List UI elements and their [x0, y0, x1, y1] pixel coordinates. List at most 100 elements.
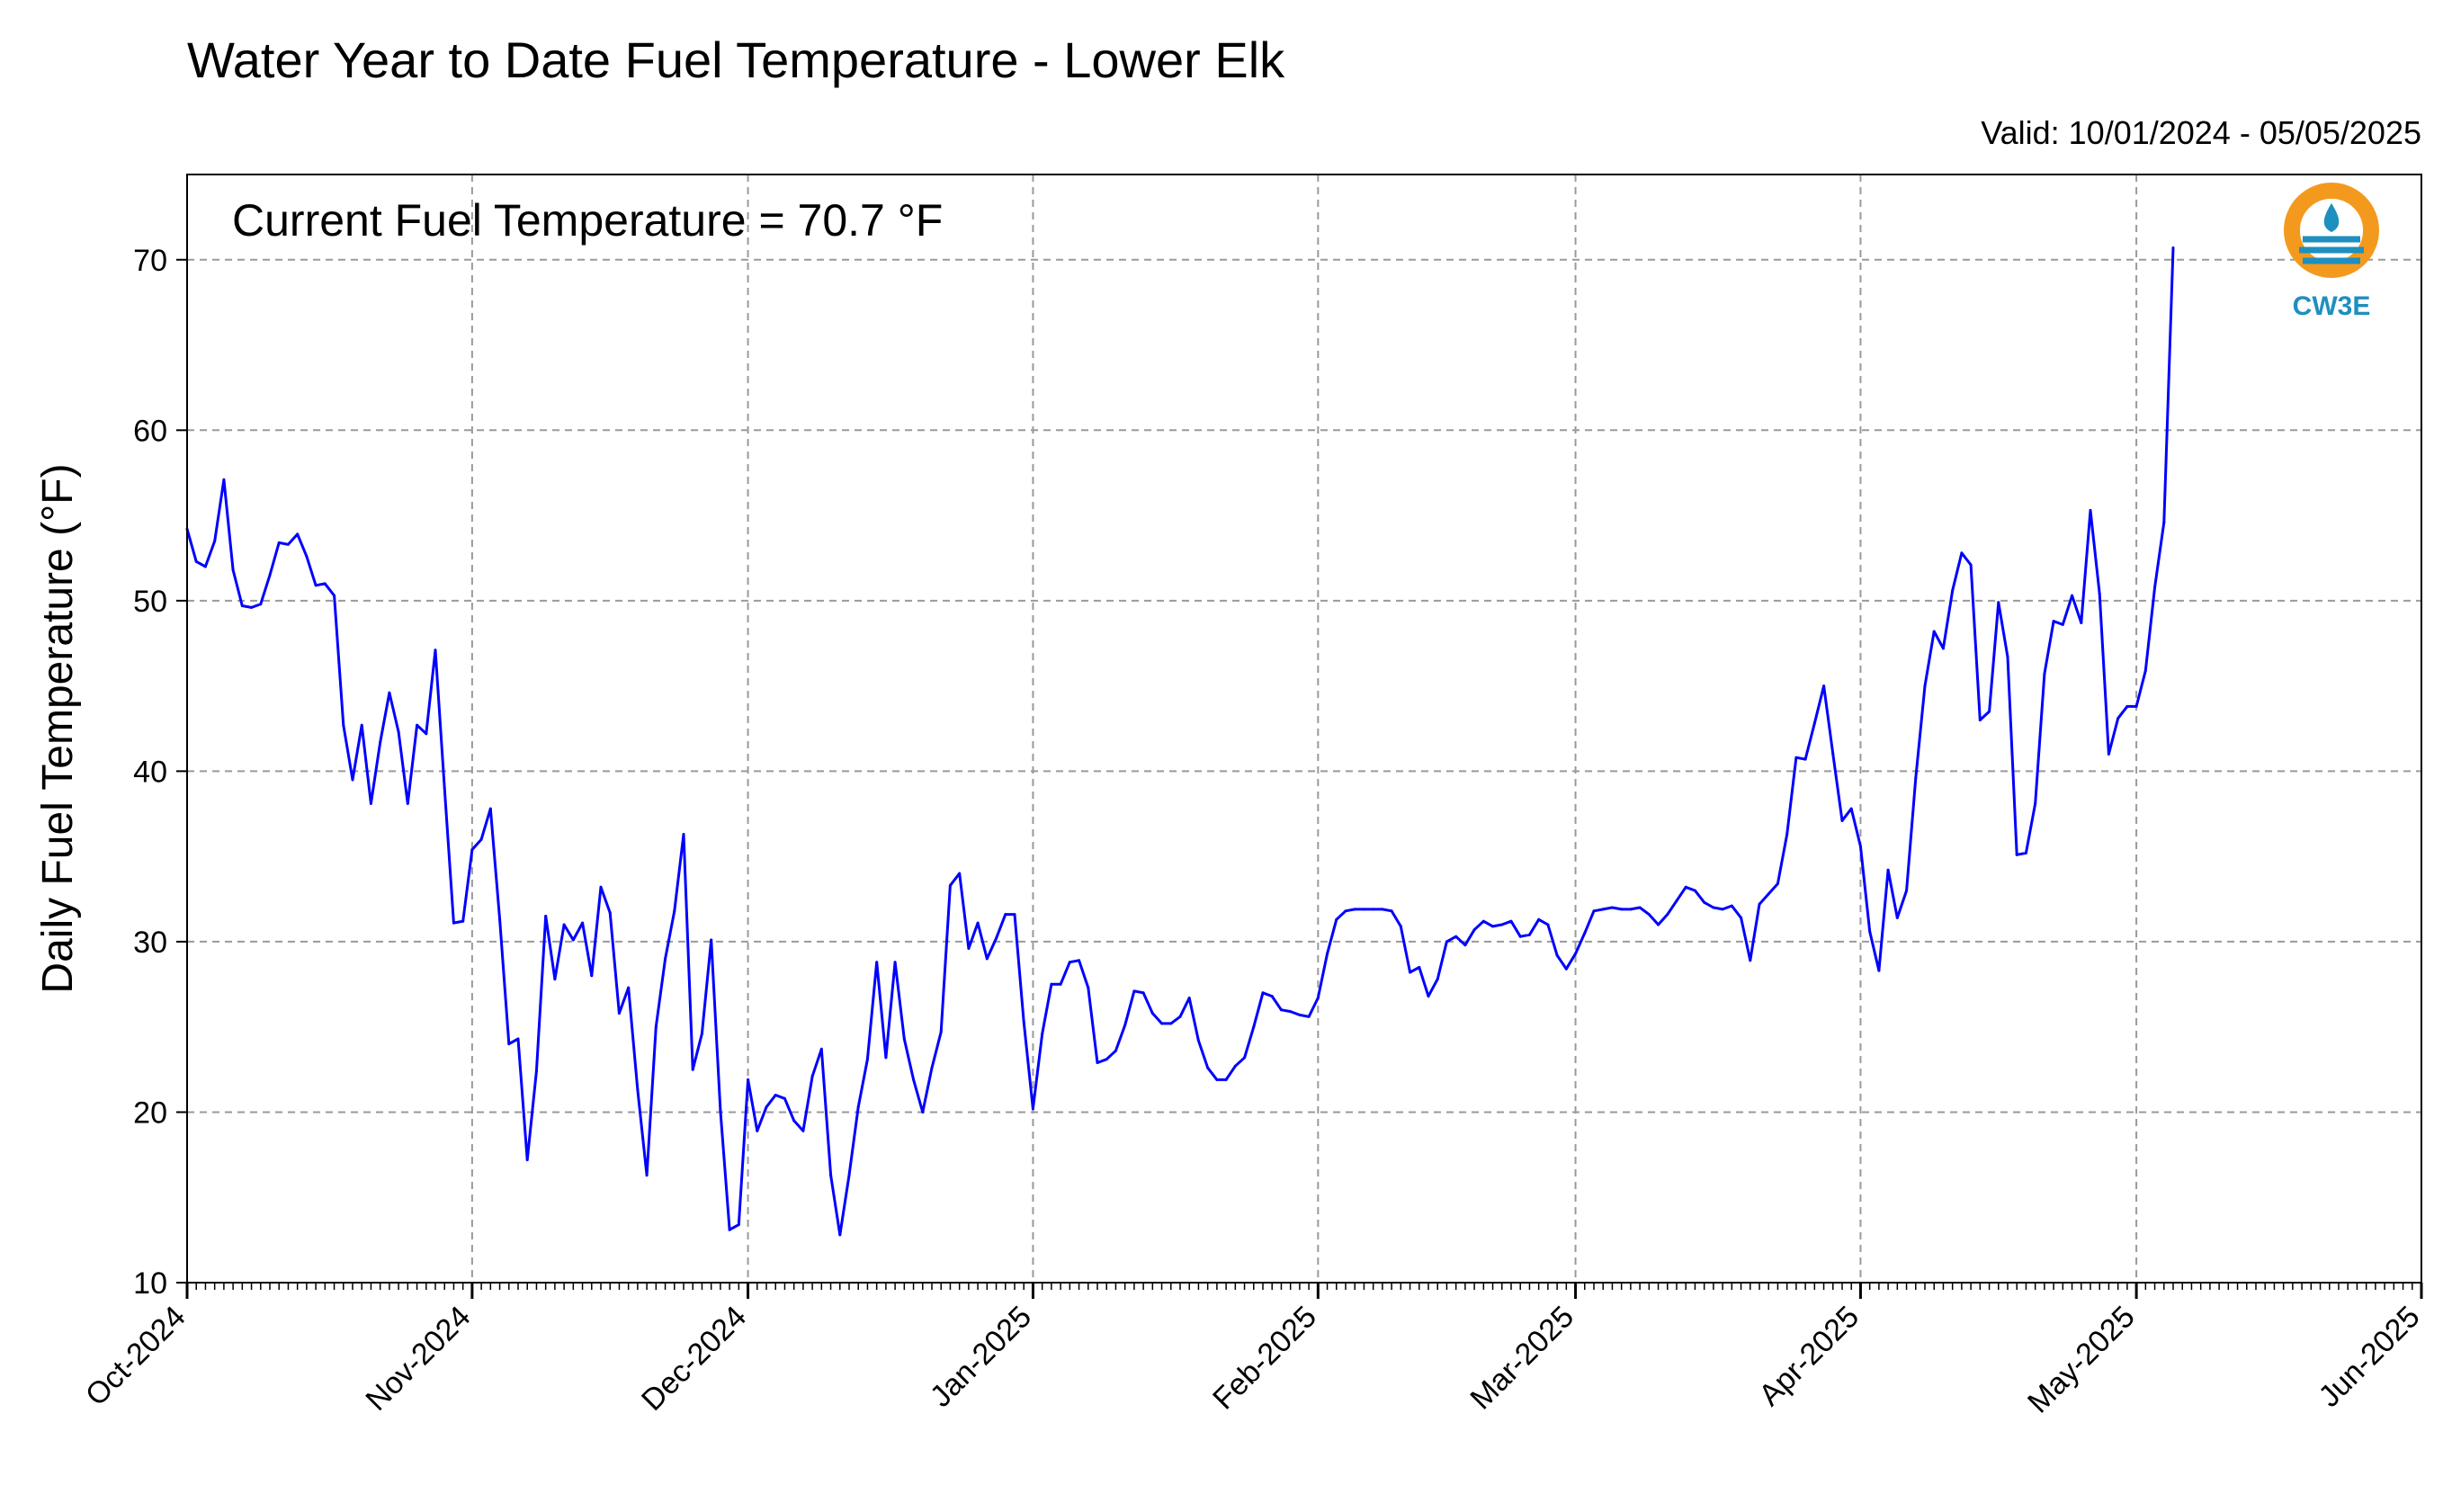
data-point	[664, 957, 667, 961]
data-point	[2125, 704, 2129, 708]
data-point	[1500, 923, 1504, 926]
data-point	[1289, 1010, 1293, 1014]
data-point	[443, 786, 446, 790]
data-point	[1758, 902, 1761, 906]
data-point	[1886, 868, 1890, 872]
data-point	[1041, 1032, 1044, 1035]
data-point	[1932, 630, 1936, 633]
data-point	[747, 1078, 750, 1081]
data-point	[1078, 959, 1081, 962]
data-point	[498, 917, 502, 921]
logo-ring	[2284, 183, 2379, 278]
data-point	[2116, 717, 2120, 720]
data-point	[1022, 1020, 1025, 1024]
data-point	[2134, 704, 2138, 708]
data-point	[1224, 1078, 1228, 1081]
data-point	[1978, 719, 1982, 721]
data-point	[1013, 913, 1016, 917]
data-point	[1812, 721, 1816, 725]
y-tick-label: 60	[133, 414, 167, 448]
data-point	[1574, 952, 1578, 955]
data-point	[479, 837, 483, 841]
data-point	[1316, 997, 1320, 999]
data-point	[250, 605, 254, 609]
data-point	[305, 555, 309, 559]
data-point	[884, 1056, 888, 1060]
data-point	[470, 848, 474, 852]
data-point	[810, 1075, 814, 1078]
data-point	[645, 1174, 649, 1177]
data-point	[1858, 845, 1862, 848]
data-point	[1335, 917, 1338, 921]
current-temperature-annotation: Current Fuel Temperature = 70.7 °F	[232, 195, 943, 246]
data-point	[700, 1032, 703, 1035]
data-point	[203, 565, 207, 568]
data-point	[691, 1068, 694, 1071]
data-point	[636, 1088, 640, 1092]
data-point	[1776, 882, 1779, 885]
data-point	[912, 1078, 916, 1081]
data-point	[1629, 908, 1633, 911]
data-point	[1031, 1107, 1034, 1111]
data-point	[2043, 672, 2046, 675]
data-point	[2024, 851, 2027, 854]
data-point	[1114, 1049, 1117, 1052]
data-point	[1620, 908, 1624, 911]
logo-text: CW3E	[2293, 291, 2371, 321]
data-point	[1178, 1015, 1182, 1018]
x-tick-label: Apr-2025	[1752, 1300, 1866, 1413]
data-point	[2107, 752, 2110, 756]
series-line	[185, 247, 2175, 1237]
data-point	[1831, 752, 1835, 756]
data-point	[434, 649, 437, 652]
data-point	[452, 921, 455, 925]
data-point	[1684, 885, 1687, 889]
data-point	[571, 938, 575, 942]
data-point	[673, 909, 676, 913]
data-point	[847, 1174, 851, 1177]
data-point	[967, 947, 971, 950]
data-point	[397, 730, 400, 734]
data-point	[1445, 940, 1448, 944]
data-point	[2153, 586, 2157, 589]
data-point	[783, 1096, 786, 1100]
data-point	[1390, 909, 1393, 913]
data-point	[865, 1058, 869, 1061]
data-point	[1004, 913, 1007, 917]
data-point	[360, 723, 363, 727]
data-point	[1951, 589, 1955, 592]
data-point	[1941, 647, 1945, 650]
data-point	[792, 1119, 796, 1123]
data-point	[765, 1105, 768, 1109]
data-point	[1096, 1061, 1099, 1064]
x-tick-label: May-2025	[2021, 1300, 2142, 1420]
data-point	[1555, 953, 1559, 957]
data-point	[1463, 944, 1467, 947]
data-point	[1703, 900, 1706, 904]
data-point	[296, 532, 300, 536]
data-point	[1794, 756, 1798, 759]
data-point	[1160, 1022, 1164, 1025]
data-point	[534, 1069, 538, 1073]
data-point	[1749, 959, 1752, 962]
data-point	[1068, 961, 1071, 964]
data-point	[599, 885, 603, 889]
data-point	[1105, 1058, 1108, 1061]
data-point	[939, 1030, 943, 1033]
data-point	[277, 541, 281, 544]
data-point	[342, 723, 345, 727]
data-point	[627, 986, 631, 989]
data-point	[2061, 622, 2064, 626]
data-point	[902, 1037, 906, 1041]
data-point	[617, 1012, 621, 1015]
data-point	[1279, 1008, 1283, 1012]
data-point	[1822, 684, 1826, 688]
data-point	[921, 1111, 925, 1114]
data-point	[379, 740, 382, 744]
data-point	[213, 540, 217, 542]
data-point	[1914, 776, 1918, 780]
data-point	[240, 604, 244, 607]
data-point	[2143, 669, 2147, 673]
data-point	[1638, 906, 1642, 909]
x-tick-label: Dec-2024	[635, 1300, 753, 1418]
